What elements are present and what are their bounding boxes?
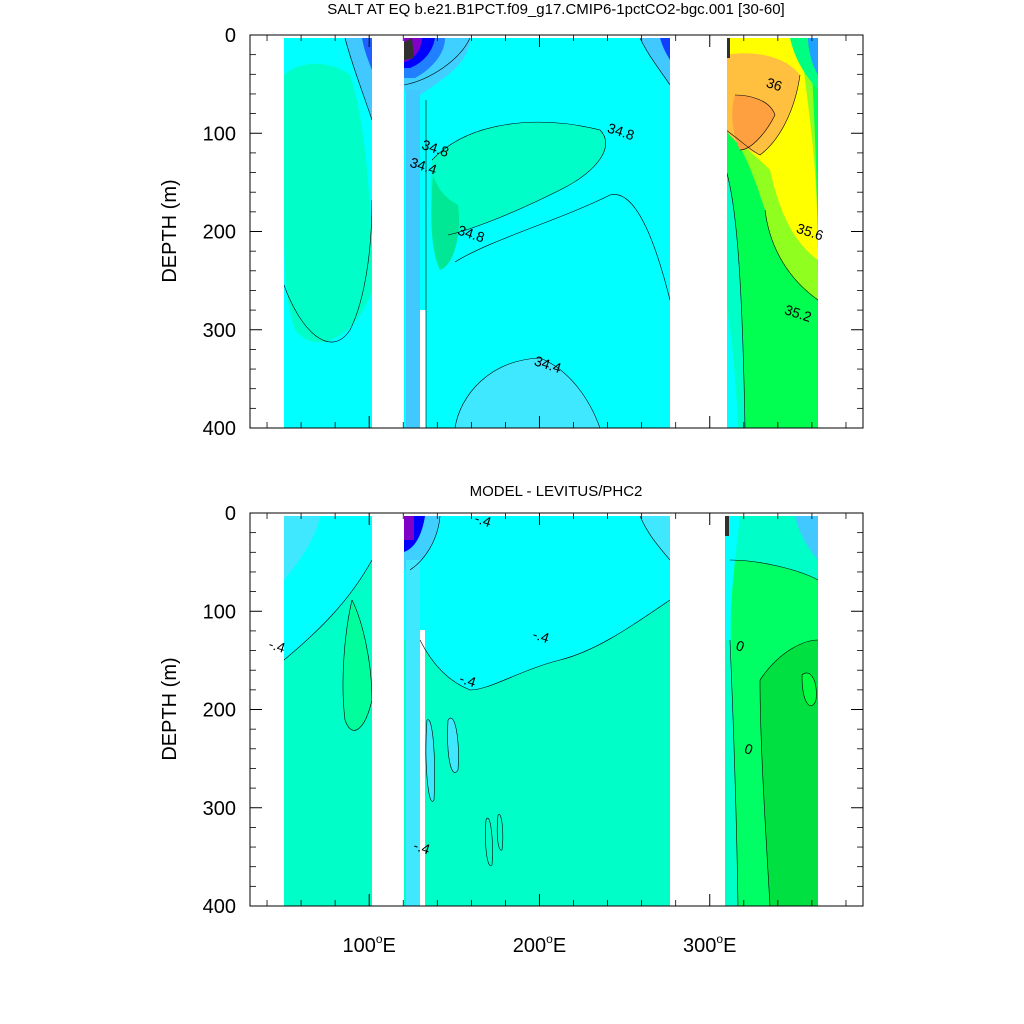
- panel1-y-axis-label: DEPTH (m): [159, 179, 181, 282]
- panel2-ep-edge: [640, 516, 670, 560]
- panel1-land-gap-2: [670, 35, 727, 428]
- panel2-top-strip: [250, 513, 863, 516]
- panel1-wp-top5: [404, 38, 414, 60]
- panel2-contour: [496, 814, 504, 851]
- panel2-blob: [425, 719, 435, 802]
- panel1-contour: [725, 169, 746, 428]
- panel1-column: [406, 90, 420, 428]
- panel2-y-axis-label: DEPTH (m): [159, 657, 181, 760]
- x-tick-label: 200oE: [513, 932, 566, 957]
- contour-label: -.4: [458, 670, 479, 690]
- panel2-cyan-layer: [284, 516, 372, 660]
- y-tick-label: 400: [203, 896, 236, 918]
- panel2-left-green: [342, 600, 372, 731]
- panel1-tongue-core: [431, 175, 460, 270]
- panel2-title: MODEL - LEVITUS/PHC2: [470, 483, 643, 500]
- panel2-contour: [283, 559, 373, 661]
- panel1-contour: [454, 357, 601, 428]
- panel1-ep-edge2: [660, 38, 670, 60]
- panel2-contour: [759, 679, 771, 906]
- panel1-field: [250, 35, 863, 428]
- panel1-y-axis: 0 100 200 300 400: [203, 25, 863, 440]
- panel2-contour: [759, 639, 819, 681]
- panel1-atl-orange2: [732, 95, 775, 150]
- panel2-atl-topblue: [795, 516, 818, 560]
- y-tick-label: 100: [203, 123, 236, 145]
- panel1-ep-edge: [640, 38, 670, 85]
- panel1-contour: [639, 37, 671, 86]
- panel2-land-gap-1: [372, 513, 404, 906]
- panel2-contour: [729, 559, 819, 581]
- panel1-title: SALT AT EQ b.e21.B1PCT.f09_g17.CMIP6-1pc…: [327, 1, 784, 18]
- panel2-y-axis: 0 100 200 300 400: [203, 503, 863, 918]
- y-tick-label: 200: [203, 700, 236, 722]
- panel-salinity: SALT AT EQ b.e21.B1PCT.f09_g17.CMIP6-1pc…: [159, 1, 864, 440]
- y-tick-label: 300: [203, 320, 236, 342]
- y-tick-label: 0: [225, 25, 236, 47]
- panel2-contour: [419, 599, 671, 691]
- panel2-contour: [485, 817, 493, 867]
- panel2-atl-westtop: [724, 516, 729, 536]
- panel2-contour: [801, 672, 817, 706]
- panel1-contour: [725, 74, 801, 156]
- panel2-atl-spot: [802, 672, 817, 706]
- y-tick-label: 200: [203, 222, 236, 244]
- panel2-column: [406, 560, 420, 906]
- panel2-contour: [729, 639, 739, 906]
- x-tick-label: 300oE: [683, 932, 736, 957]
- panel1-land-gap-1: [372, 35, 404, 428]
- contour-label: -.4: [473, 510, 494, 530]
- panel2-contour: [342, 599, 373, 731]
- panel2-field: [250, 513, 863, 906]
- panel2-atl-westcyan: [726, 516, 740, 640]
- panel2-contours: [283, 515, 819, 906]
- panel1-tongue: [430, 122, 606, 235]
- panel2-contour: [447, 717, 459, 773]
- panel2-cyan-pacific: [404, 516, 670, 690]
- panel1-column-gap: [420, 310, 426, 428]
- panel1-atl-westcyan2: [726, 300, 738, 428]
- panel2-left-top-blue: [284, 516, 320, 580]
- panel2-contour: [425, 719, 435, 802]
- y-tick-label: 300: [203, 798, 236, 820]
- panel1-top-strip: [250, 35, 863, 38]
- panel2-atl-darkgreen: [760, 640, 818, 906]
- panel1-contour: [403, 37, 471, 86]
- panel1-contour: [431, 121, 606, 236]
- panel1-x-axis: [266, 35, 847, 428]
- y-tick-label: 100: [203, 601, 236, 623]
- contour-label: -.4: [531, 626, 552, 646]
- panel1-contour: [764, 209, 819, 301]
- panel2-blob: [447, 718, 459, 773]
- panel2-contour: [409, 515, 441, 571]
- panel2-land-gap-2: [670, 513, 725, 906]
- panel2-column-gap: [420, 630, 425, 906]
- panel2-wp-top3: [404, 516, 414, 540]
- panel1-deep-blob: [455, 358, 600, 428]
- contour-label: -.4: [412, 837, 433, 857]
- panel1-contour: [283, 199, 373, 343]
- panel-difference: MODEL - LEVITUS/PHC2: [159, 483, 864, 957]
- y-tick-label: 400: [203, 418, 236, 440]
- panel1-contour: [344, 37, 373, 121]
- panel1-contour: [734, 94, 776, 151]
- panel2-x-axis: 100oE 200oE 300oE: [266, 513, 847, 957]
- panel2-contour-labels: -.4-.4-.4-.4-.400: [267, 510, 755, 858]
- contour-label: 36: [764, 74, 784, 94]
- panel1-contours: [283, 37, 819, 428]
- panel1-atl-topblue: [808, 38, 818, 75]
- x-tick-label: 100oE: [342, 932, 395, 957]
- y-tick-label: 0: [225, 503, 236, 525]
- contour-label: -.4: [267, 636, 288, 656]
- panel1-contour: [454, 194, 671, 301]
- panel1-left-patch: [284, 63, 372, 343]
- panel2-contour: [639, 515, 671, 561]
